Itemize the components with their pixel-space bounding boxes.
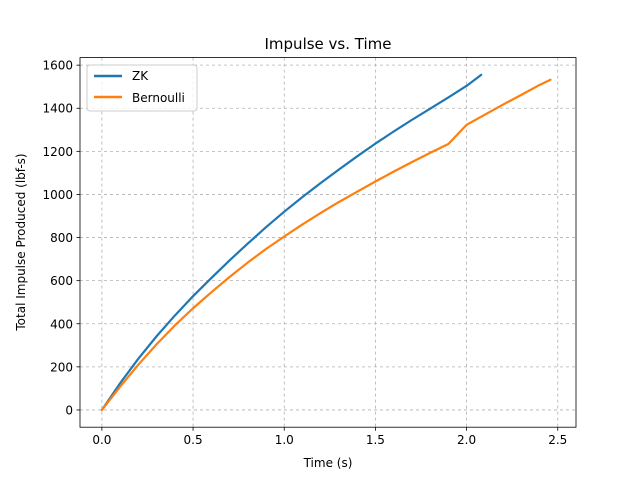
series-line-zk (100, 73, 483, 412)
series-line-bernoulli (100, 78, 552, 412)
legend-label-zk: ZK (132, 69, 149, 83)
x-tick-label: 0.5 (184, 433, 203, 447)
x-tick-label: 1.0 (275, 433, 294, 447)
chart-title: Impulse vs. Time (265, 35, 392, 53)
y-tick-label: 1600 (42, 59, 73, 73)
x-axis-ticks: 0.0 0.5 1.0 1.5 2.0 2.5 (92, 427, 567, 447)
y-tick-label: 0 (65, 403, 73, 417)
x-tick-label: 2.5 (548, 433, 567, 447)
y-axis-ticks: 0 200 400 600 800 1000 1200 1400 1600 (42, 59, 80, 417)
y-tick-label: 400 (50, 317, 73, 331)
plot-frame (79, 57, 577, 428)
x-tick-label: 2.0 (457, 433, 476, 447)
x-tick-label: 1.5 (366, 433, 385, 447)
y-tick-label: 1000 (42, 188, 73, 202)
y-tick-label: 1200 (42, 145, 73, 159)
series-lines (100, 73, 552, 412)
y-tick-label: 600 (50, 274, 73, 288)
legend-label-bernoulli: Bernoulli (132, 91, 185, 105)
y-tick-label: 200 (50, 360, 73, 374)
x-tick-label: 0.0 (92, 433, 111, 447)
legend: ZK Bernoulli (86, 64, 198, 112)
y-axis-title: Total Impulse Produced (lbf-s) (14, 153, 28, 331)
x-axis-title: Time (s) (303, 456, 353, 470)
grid-lines (80, 57, 576, 428)
y-tick-label: 1400 (42, 102, 73, 116)
y-tick-label: 800 (50, 231, 73, 245)
